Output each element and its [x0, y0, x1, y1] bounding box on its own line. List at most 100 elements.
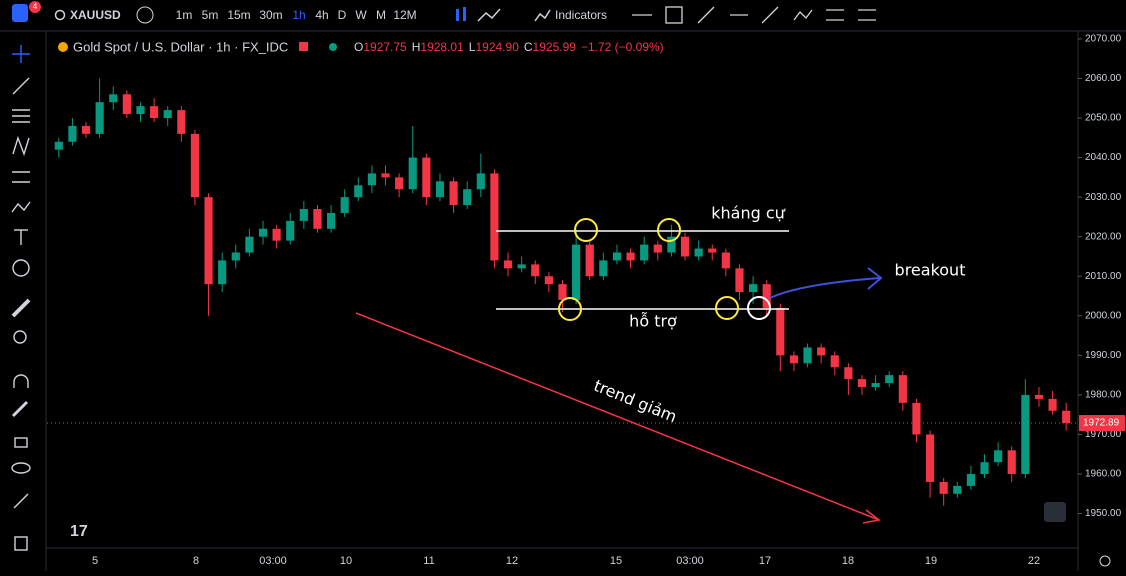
interval[interactable]: W	[355, 8, 367, 22]
candle-body	[844, 367, 853, 380]
candle-body	[1007, 450, 1016, 475]
indicators-button[interactable]: Indicators	[555, 8, 607, 22]
candle-body	[81, 125, 91, 134]
candle-body	[708, 248, 717, 253]
avatar[interactable]	[12, 4, 28, 22]
candle-body	[1021, 394, 1030, 475]
x-tick-label: 19	[925, 555, 937, 567]
candle-body	[476, 173, 485, 190]
legend-title: Gold Spot / U.S. Dollar · 1h · FX_IDC	[73, 39, 288, 54]
interval[interactable]: D	[338, 8, 347, 22]
candle-body	[966, 474, 975, 486]
candle-body	[898, 375, 907, 403]
resistance-label: kháng cự	[711, 204, 785, 223]
tool[interactable]	[12, 77, 30, 95]
ohlc-value: 1925.99	[533, 40, 577, 54]
candle-body	[789, 355, 799, 364]
candle-body	[109, 94, 118, 103]
plot: 1950.00 1960.00 1970.00 1980.00 1990.00 2000.…	[47, 34, 1125, 567]
candle-body	[653, 244, 662, 253]
candle-body	[953, 485, 962, 494]
chart-type-icon[interactable]	[463, 7, 466, 21]
y-tick-label: 2070.00	[1085, 34, 1122, 45]
arrow-head	[867, 267, 883, 290]
scroll-button[interactable]	[1044, 502, 1066, 522]
tool[interactable]	[14, 437, 28, 448]
flag[interactable]	[299, 42, 308, 51]
candle-body	[994, 450, 1003, 463]
candle-body	[326, 212, 336, 229]
y-tick-label: 2010.00	[1085, 271, 1122, 282]
candle-body	[408, 157, 417, 190]
candle-body	[395, 177, 404, 190]
tool[interactable]	[11, 298, 31, 318]
candle-body	[572, 244, 581, 300]
symbol[interactable]: XAUUSD	[70, 8, 121, 22]
touch-circle	[715, 296, 739, 320]
tool[interactable]	[793, 9, 813, 21]
candle-body	[1062, 410, 1071, 424]
x-tick-label: 5	[92, 555, 98, 567]
add-symbol[interactable]	[136, 6, 154, 24]
candle-body	[857, 379, 867, 388]
last-price-label: 1972.89	[1083, 418, 1120, 429]
candle-body	[762, 284, 771, 308]
candle-body	[544, 276, 553, 285]
settings-icon[interactable]	[1099, 555, 1111, 567]
legend-ohlc: O1927.75 H1928.01 L1924.90 C1925.99 −1.72 (−…	[354, 40, 664, 54]
ohlc-key: O	[354, 40, 363, 54]
interval[interactable]: 4h	[315, 8, 328, 22]
interval[interactable]: 1m	[176, 8, 193, 22]
ohlc-key: C	[524, 40, 533, 54]
candle-body	[286, 220, 295, 241]
compare-icon[interactable]	[477, 8, 501, 22]
tool[interactable]	[12, 135, 30, 157]
tool[interactable]	[761, 6, 779, 24]
candle-body	[599, 260, 608, 277]
interval[interactable]: 1h	[292, 8, 305, 22]
ohlc-value: 1927.75	[363, 40, 407, 54]
y-tick-label: 2030.00	[1085, 192, 1122, 203]
tool[interactable]	[13, 330, 27, 344]
tool[interactable]	[12, 259, 30, 277]
candle-body	[231, 252, 240, 261]
x-tick-label: 15	[610, 555, 622, 567]
tool[interactable]	[14, 536, 28, 551]
candle-body	[422, 157, 431, 198]
candle-body	[640, 244, 649, 261]
candle-body	[299, 209, 308, 221]
candle-body	[503, 260, 513, 269]
tool[interactable]	[697, 6, 715, 24]
interval[interactable]: 5m	[202, 8, 219, 22]
candle-body	[340, 197, 349, 213]
y-tick-label: 2060.00	[1085, 73, 1122, 84]
interval[interactable]: M	[376, 8, 386, 22]
touch-circle	[574, 218, 598, 242]
interval[interactable]: 30m	[259, 8, 282, 22]
candle-body	[136, 106, 145, 115]
y-tick-label: 1960.00	[1085, 469, 1122, 480]
left-toolbar	[11, 45, 31, 551]
y-tick-label: 2040.00	[1085, 152, 1122, 163]
tool[interactable]	[11, 201, 31, 213]
candle-body	[694, 248, 703, 257]
tool[interactable]	[11, 400, 29, 418]
search-icon[interactable]	[54, 9, 66, 21]
x-tick-label: 12	[506, 555, 518, 567]
tool[interactable]	[11, 462, 31, 474]
candle-body	[871, 383, 880, 388]
market-status	[329, 43, 337, 51]
chart-type-icon[interactable]	[456, 9, 459, 21]
candle-body	[721, 252, 730, 269]
candle-body	[517, 264, 526, 269]
ohlc-value: 1924.90	[475, 40, 519, 54]
interval[interactable]: 15m	[227, 8, 250, 22]
indicators-icon[interactable]	[534, 9, 551, 22]
interval[interactable]: 12M	[393, 8, 416, 22]
tool[interactable]	[13, 374, 29, 388]
tool[interactable]	[665, 6, 683, 24]
x-tick-label: 22	[1028, 555, 1040, 567]
badge	[29, 1, 41, 13]
tool[interactable]	[13, 493, 29, 509]
